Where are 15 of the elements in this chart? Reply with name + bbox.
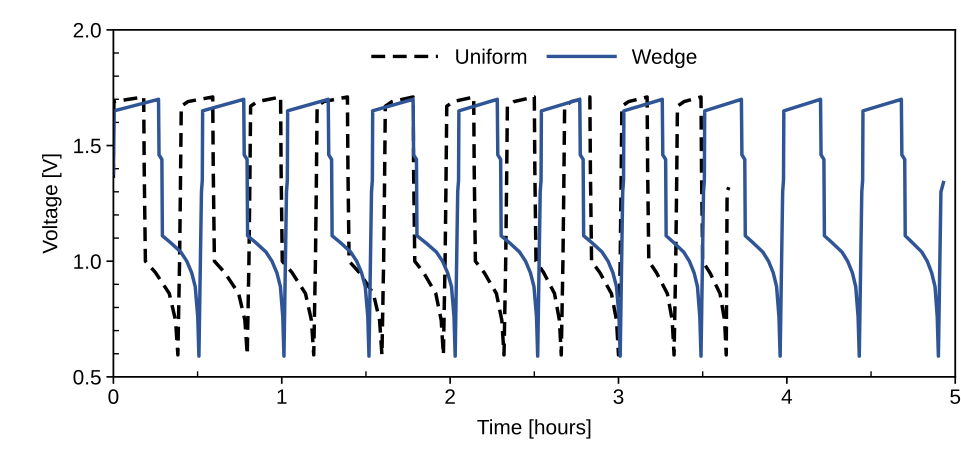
x-tick-label: 4: [782, 389, 792, 404]
x-tick-label: 3: [614, 389, 624, 404]
x-tick-label: 5: [950, 389, 960, 404]
line-series: [113, 98, 946, 358]
x-tick-label: 1: [278, 389, 287, 404]
y-tick-label: 1.5: [74, 138, 101, 154]
x-axis-title: Time [hours]: [477, 419, 590, 439]
y-axis-title: Voltage [V]: [42, 154, 62, 254]
y-tick-label: 2.0: [74, 22, 101, 38]
y-tick-label: 0.5: [73, 370, 101, 385]
legend-label: Uniform: [456, 48, 526, 64]
legend-label: Wedge: [632, 48, 696, 68]
x-tick-label: 2: [445, 389, 455, 404]
y-tick-label: 1.0: [74, 254, 101, 269]
x-tick-label: 0: [108, 389, 118, 404]
